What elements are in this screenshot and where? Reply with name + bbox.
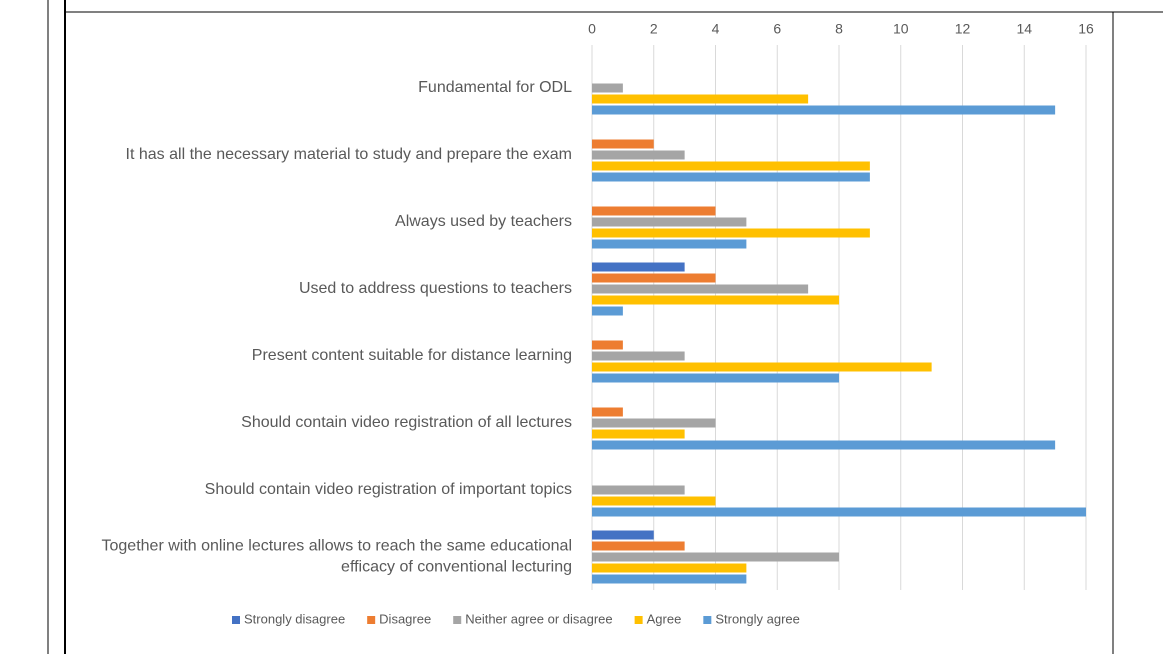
x-tick-label: 8 <box>835 21 843 37</box>
bar <box>592 496 716 506</box>
legend-label: Strongly disagree <box>244 611 345 626</box>
bar <box>592 94 809 104</box>
x-tick-label: 4 <box>712 21 720 37</box>
x-tick-label: 10 <box>893 21 909 37</box>
bar <box>592 351 685 361</box>
bar <box>592 373 839 383</box>
category-label: Present content suitable for distance le… <box>252 347 572 364</box>
bar <box>592 228 870 238</box>
legend-label: Agree <box>647 611 682 626</box>
bar <box>592 217 747 227</box>
legend-swatch <box>232 616 240 624</box>
legend-swatch <box>367 616 376 624</box>
category-label: Together with online lectures allows to … <box>102 538 573 576</box>
category-label: It has all the necessary material to stu… <box>126 146 572 163</box>
bar <box>592 83 623 93</box>
x-tick-label: 14 <box>1016 21 1032 37</box>
bar <box>592 574 747 584</box>
bar <box>592 273 716 283</box>
legend-label: Disagree <box>379 611 431 626</box>
bar <box>592 552 839 562</box>
x-tick-label: 2 <box>650 21 658 37</box>
bar <box>592 340 623 350</box>
category-label: Used to address questions to teachers <box>299 280 572 297</box>
x-tick-label: 16 <box>1078 21 1094 37</box>
legend-swatch <box>703 616 712 624</box>
bar <box>592 150 685 160</box>
bar <box>592 306 623 316</box>
category-label: Fundamental for ODL <box>418 79 572 96</box>
bar <box>592 541 685 551</box>
x-tick-label: 0 <box>588 21 596 37</box>
bar <box>592 262 685 272</box>
legend-label: Neither agree or disagree <box>465 611 612 626</box>
bar <box>592 295 839 305</box>
category-label: Should contain video registration of all… <box>241 414 572 431</box>
category-label: Always used by teachers <box>395 213 572 230</box>
bar <box>592 485 685 495</box>
bar <box>592 161 870 171</box>
category-label: Should contain video registration of imp… <box>205 481 572 498</box>
legend-label: Strongly agree <box>715 611 800 626</box>
bar <box>592 284 809 294</box>
bar <box>592 563 747 573</box>
bar <box>592 507 1086 517</box>
bar <box>592 407 623 417</box>
legend-swatch <box>634 616 643 624</box>
bar <box>592 418 716 428</box>
bar <box>592 105 1056 115</box>
bar <box>592 429 685 439</box>
legend-swatch <box>453 616 462 624</box>
x-tick-label: 12 <box>955 21 971 37</box>
bar <box>592 139 654 149</box>
bar <box>592 239 747 249</box>
bar <box>592 530 654 540</box>
x-tick-label: 6 <box>773 21 781 37</box>
bar <box>592 206 716 216</box>
bar <box>592 172 870 182</box>
bar <box>592 440 1056 450</box>
bar <box>592 362 932 372</box>
